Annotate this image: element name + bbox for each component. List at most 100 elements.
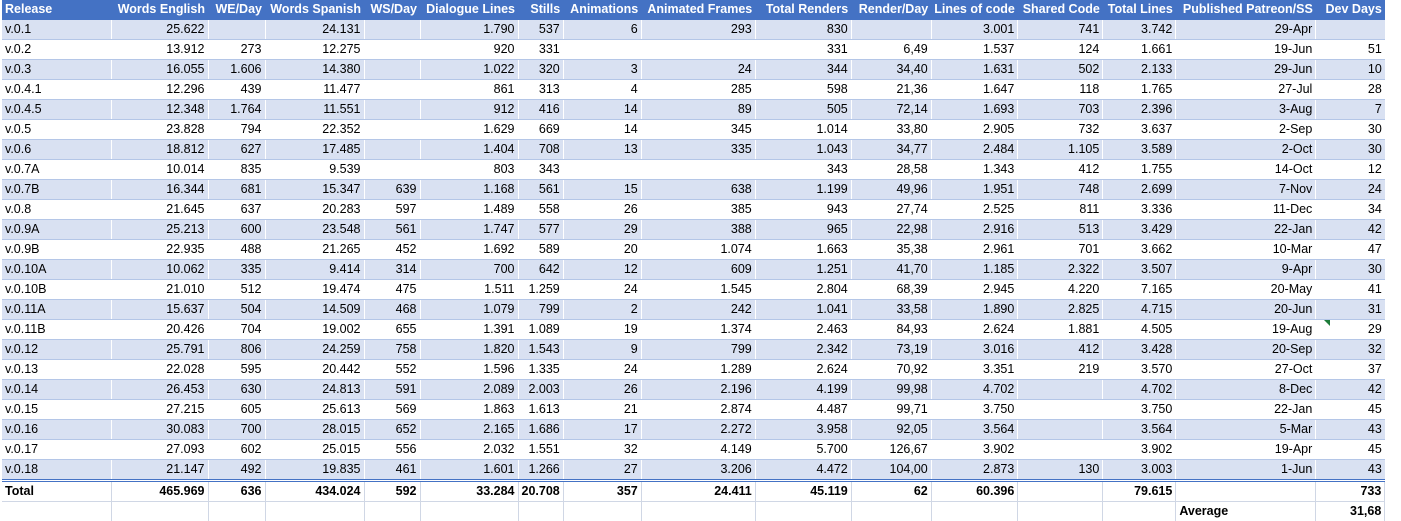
cell-total-lines[interactable]: 3.637 xyxy=(1103,120,1176,140)
cell-total-lines[interactable]: 3.003 xyxy=(1103,460,1176,481)
cell-lines-of-code[interactable]: 3.351 xyxy=(931,360,1018,380)
cell-ws-per-day[interactable] xyxy=(364,160,420,180)
cell-published-date[interactable]: 22-Jan xyxy=(1176,220,1316,240)
cell-dialogue-lines[interactable]: 700 xyxy=(420,260,518,280)
cell-we-per-day[interactable]: 794 xyxy=(208,120,265,140)
cell-ws-per-day[interactable]: 655 xyxy=(364,320,420,340)
cell-render-per-day[interactable]: 33,58 xyxy=(851,300,931,320)
cell-words-english[interactable]: 25.622 xyxy=(111,20,208,40)
cell-total-lines[interactable]: 3.589 xyxy=(1103,140,1176,160)
cell-words-english[interactable]: 25.791 xyxy=(111,340,208,360)
cell-ws-per-day[interactable]: 452 xyxy=(364,240,420,260)
cell-we-per-day[interactable]: 335 xyxy=(208,260,265,280)
cell-animations[interactable]: 32 xyxy=(563,440,641,460)
cell-words-spanish[interactable]: 12.275 xyxy=(265,40,364,60)
cell-ws-per-day[interactable]: 561 xyxy=(364,220,420,240)
cell-animated-frames[interactable]: 1.289 xyxy=(641,360,755,380)
cell-release[interactable]: v.0.10B xyxy=(2,280,111,300)
cell-words-spanish[interactable]: 11.477 xyxy=(265,80,364,100)
cell-published-date[interactable]: 29-Apr xyxy=(1176,20,1316,40)
cell-render-per-day[interactable]: 73,19 xyxy=(851,340,931,360)
cell-words-spanish[interactable]: 21.265 xyxy=(265,240,364,260)
cell-stills[interactable]: 589 xyxy=(518,240,563,260)
cell-lines-of-code[interactable]: 1.890 xyxy=(931,300,1018,320)
cell-published-date[interactable]: 9-Apr xyxy=(1176,260,1316,280)
cell-stills[interactable]: 669 xyxy=(518,120,563,140)
cell-release[interactable]: v.0.7B xyxy=(2,180,111,200)
cell-animations[interactable]: 14 xyxy=(563,100,641,120)
cell-release[interactable]: v.0.1 xyxy=(2,20,111,40)
cell-dev-days[interactable] xyxy=(1316,20,1385,40)
cell-animated-frames[interactable]: 242 xyxy=(641,300,755,320)
cell-dev-days[interactable]: 7 xyxy=(1316,100,1385,120)
cell-we-per-day[interactable]: 595 xyxy=(208,360,265,380)
cell-shared-code[interactable]: 124 xyxy=(1018,40,1103,60)
cell-animations[interactable]: 29 xyxy=(563,220,641,240)
cell-words-spanish[interactable]: 11.551 xyxy=(265,100,364,120)
cell-animations[interactable]: 15 xyxy=(563,180,641,200)
cell-dev-days[interactable]: 28 xyxy=(1316,80,1385,100)
cell-words-spanish[interactable]: 24.259 xyxy=(265,340,364,360)
cell-animations[interactable]: 19 xyxy=(563,320,641,340)
cell-words-english[interactable]: 12.348 xyxy=(111,100,208,120)
cell-animated-frames[interactable]: 345 xyxy=(641,120,755,140)
column-header-ws-per-day[interactable]: WS/Day xyxy=(364,0,420,20)
column-header-dev-days[interactable]: Dev Days xyxy=(1316,0,1385,20)
cell-published-date[interactable]: 29-Jun xyxy=(1176,60,1316,80)
cell-published-date[interactable]: 1-Jun xyxy=(1176,460,1316,481)
cell-words-english[interactable]: 15.637 xyxy=(111,300,208,320)
cell-animated-frames[interactable]: 4.149 xyxy=(641,440,755,460)
total-we-per-day[interactable]: 636 xyxy=(208,481,265,502)
total-dialogue-lines[interactable]: 33.284 xyxy=(420,481,518,502)
cell-we-per-day[interactable]: 806 xyxy=(208,340,265,360)
cell-lines-of-code[interactable]: 4.702 xyxy=(931,380,1018,400)
cell-words-spanish[interactable]: 19.835 xyxy=(265,460,364,481)
cell-shared-code[interactable] xyxy=(1018,420,1103,440)
cell-total-lines[interactable]: 2.133 xyxy=(1103,60,1176,80)
cell-stills[interactable]: 2.003 xyxy=(518,380,563,400)
total-animated-frames[interactable]: 24.411 xyxy=(641,481,755,502)
cell-stills[interactable]: 320 xyxy=(518,60,563,80)
cell-total-lines[interactable]: 3.507 xyxy=(1103,260,1176,280)
cell-lines-of-code[interactable]: 1.343 xyxy=(931,160,1018,180)
cell-shared-code[interactable]: 412 xyxy=(1018,160,1103,180)
cell-stills[interactable]: 1.259 xyxy=(518,280,563,300)
cell-dialogue-lines[interactable]: 1.747 xyxy=(420,220,518,240)
column-header-animations[interactable]: Animations xyxy=(563,0,641,20)
cell-we-per-day[interactable]: 704 xyxy=(208,320,265,340)
cell-shared-code[interactable] xyxy=(1018,400,1103,420)
cell-total-renders[interactable]: 2.342 xyxy=(755,340,851,360)
cell-animated-frames[interactable] xyxy=(641,160,755,180)
cell-shared-code[interactable]: 412 xyxy=(1018,340,1103,360)
cell-dev-days[interactable]: 47 xyxy=(1316,240,1385,260)
cell-render-per-day[interactable]: 104,00 xyxy=(851,460,931,481)
cell-published-date[interactable]: 19-Jun xyxy=(1176,40,1316,60)
cell-render-per-day[interactable]: 35,38 xyxy=(851,240,931,260)
cell-animated-frames[interactable] xyxy=(641,40,755,60)
cell-dialogue-lines[interactable]: 1.511 xyxy=(420,280,518,300)
cell-total-lines[interactable]: 3.428 xyxy=(1103,340,1176,360)
cell-total-renders[interactable]: 5.700 xyxy=(755,440,851,460)
cell-release[interactable]: v.0.3 xyxy=(2,60,111,80)
cell-render-per-day[interactable]: 99,71 xyxy=(851,400,931,420)
cell-words-english[interactable]: 10.062 xyxy=(111,260,208,280)
cell-dev-days[interactable]: 51 xyxy=(1316,40,1385,60)
cell-animations[interactable]: 9 xyxy=(563,340,641,360)
cell-shared-code[interactable]: 502 xyxy=(1018,60,1103,80)
cell-we-per-day[interactable]: 439 xyxy=(208,80,265,100)
cell-dialogue-lines[interactable]: 912 xyxy=(420,100,518,120)
cell-animated-frames[interactable]: 2.874 xyxy=(641,400,755,420)
cell-total-renders[interactable]: 1.663 xyxy=(755,240,851,260)
empty-cell[interactable] xyxy=(851,502,931,521)
cell-render-per-day[interactable]: 21,36 xyxy=(851,80,931,100)
cell-dialogue-lines[interactable]: 1.079 xyxy=(420,300,518,320)
cell-release[interactable]: v.0.13 xyxy=(2,360,111,380)
cell-dialogue-lines[interactable]: 1.863 xyxy=(420,400,518,420)
total-words-english[interactable]: 465.969 xyxy=(111,481,208,502)
empty-cell[interactable] xyxy=(111,502,208,521)
cell-stills[interactable]: 416 xyxy=(518,100,563,120)
cell-render-per-day[interactable]: 68,39 xyxy=(851,280,931,300)
cell-animations[interactable]: 24 xyxy=(563,280,641,300)
cell-published-date[interactable]: 20-May xyxy=(1176,280,1316,300)
cell-words-english[interactable]: 21.645 xyxy=(111,200,208,220)
